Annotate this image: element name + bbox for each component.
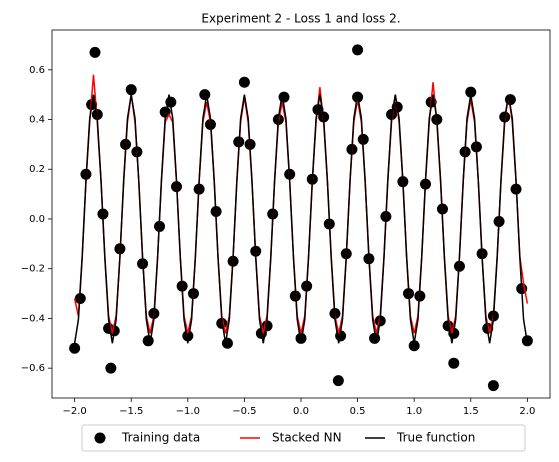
x-tick-label: 2.0 xyxy=(519,406,535,417)
data-point xyxy=(408,340,420,352)
x-tick-label: −0.5 xyxy=(232,406,256,417)
x-tick-label: −1.5 xyxy=(119,406,143,417)
line xyxy=(73,94,529,344)
x-tick-label: 0.0 xyxy=(293,406,309,417)
data-point xyxy=(182,330,194,342)
data-point xyxy=(448,357,460,369)
data-point xyxy=(125,84,137,96)
data-point xyxy=(332,375,344,387)
x-tick-label: 1.5 xyxy=(463,406,479,417)
x-tick-label: 0.5 xyxy=(350,406,366,417)
legend-marker xyxy=(94,432,106,444)
line xyxy=(73,74,529,334)
y-tick-label: −0.6 xyxy=(21,363,45,374)
data-point xyxy=(69,342,81,354)
y-tick-label: 0.0 xyxy=(29,214,45,225)
legend-box xyxy=(81,424,526,452)
data-point xyxy=(352,44,364,56)
y-tick-label: 0.6 xyxy=(29,65,45,76)
y-tick-label: −0.2 xyxy=(21,264,45,275)
data-point xyxy=(238,76,250,88)
data-point xyxy=(278,91,290,103)
data-point xyxy=(89,46,101,58)
y-tick-label: −0.4 xyxy=(21,313,45,324)
axes-frame xyxy=(51,29,551,399)
legend-label: Training data xyxy=(121,431,200,445)
data-point xyxy=(142,335,154,347)
data-point xyxy=(487,380,499,392)
data-point xyxy=(199,89,211,101)
data-point xyxy=(295,332,307,344)
chart-title: Experiment 2 - Loss 1 and loss 2. xyxy=(201,12,400,26)
x-tick-label: −1.0 xyxy=(176,406,200,417)
y-tick-label: 0.4 xyxy=(29,115,45,126)
legend-label: Stacked NN xyxy=(272,431,342,445)
y-tick-label: 0.2 xyxy=(29,164,45,175)
data-point xyxy=(465,86,477,98)
x-tick-label: 1.0 xyxy=(406,406,422,417)
data-point xyxy=(221,337,233,349)
data-point xyxy=(159,106,171,118)
legend-label: True function xyxy=(396,431,475,445)
x-tick-label: −2.0 xyxy=(62,406,86,417)
data-point xyxy=(105,362,117,374)
